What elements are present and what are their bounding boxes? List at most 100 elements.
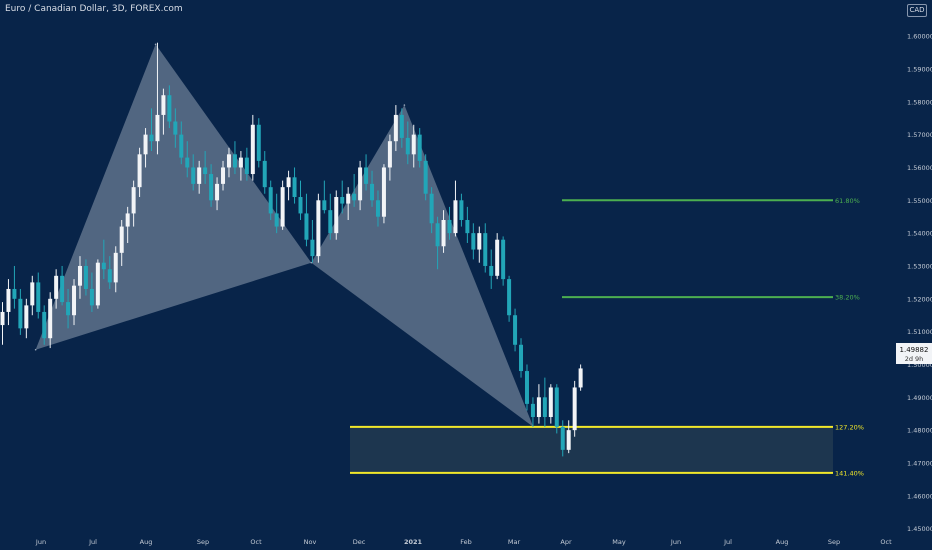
- prz-zone-fill: [350, 426, 833, 473]
- candle-body-37: [221, 167, 226, 184]
- candle-body-30: [179, 134, 184, 158]
- candle-body-10: [60, 275, 65, 303]
- price-tag-countdown: 2d 9h: [905, 355, 924, 363]
- time-label-0: Jun: [35, 538, 46, 546]
- candle-body-57: [340, 197, 345, 204]
- candle-body-80: [477, 233, 482, 250]
- candle-body-36: [215, 183, 220, 201]
- fib-label-0: 61.80%: [835, 197, 860, 205]
- candle-body-41: [244, 157, 249, 175]
- candle-body-28: [167, 95, 172, 122]
- candle-body-75: [447, 220, 452, 234]
- candle-body-23: [137, 154, 142, 188]
- candle-body-8: [48, 298, 53, 339]
- time-label-2: Aug: [140, 538, 153, 546]
- time-axis[interactable]: Jun Jul Aug Sep Oct Nov Dec 2021 Feb Mar Apr May Jun…: [35, 538, 892, 546]
- time-label-16: Oct: [880, 538, 892, 546]
- price-tick-15: 1.60000: [907, 33, 932, 41]
- time-label-1: Jul: [88, 538, 97, 546]
- price-tick-0: 1.45000: [907, 525, 932, 533]
- price-tick-1: 1.46000: [907, 492, 932, 500]
- pattern-point-1: [154, 43, 157, 46]
- fib-levels[interactable]: 61.80% 38.20% 127.20% 141.40%: [350, 197, 864, 478]
- price-tick-11: 1.56000: [907, 164, 932, 172]
- candle-body-48: [286, 177, 291, 188]
- candle-body-15: [89, 288, 94, 306]
- candle-body-56: [334, 197, 339, 234]
- candle-body-89: [530, 403, 535, 418]
- candle-body-71: [423, 160, 428, 194]
- time-label-5: Nov: [304, 538, 317, 546]
- price-tick-3: 1.48000: [907, 427, 932, 435]
- candle-body-16: [95, 262, 100, 306]
- fib-label-2: 127.20%: [835, 423, 864, 431]
- candle-body-78: [465, 220, 470, 234]
- price-tick-4: 1.49000: [907, 394, 932, 402]
- time-label-4: Oct: [250, 538, 262, 546]
- price-tick-6: 1.51000: [907, 328, 932, 336]
- time-label-11: May: [612, 538, 626, 546]
- price-tick-2: 1.47000: [907, 459, 932, 467]
- pattern-triangle-bcd: [311, 105, 534, 427]
- candle-body-86: [513, 315, 518, 345]
- candle-body-7: [42, 311, 47, 339]
- candle-body-62: [370, 183, 375, 201]
- candle-body-19: [113, 252, 118, 283]
- candle-body-24: [143, 134, 148, 155]
- price-tick-8: 1.53000: [907, 262, 932, 270]
- candles[interactable]: [0, 42, 583, 457]
- pattern-point-2: [310, 261, 313, 264]
- prz-zone[interactable]: [350, 426, 833, 473]
- candle-body-12: [72, 285, 77, 316]
- candle-body-38: [226, 154, 231, 168]
- candle-body-22: [131, 187, 136, 214]
- fib-label-3: 141.40%: [835, 469, 864, 477]
- candle-body-82: [489, 265, 494, 276]
- candle-body-26: [155, 114, 160, 142]
- candle-body-13: [77, 265, 82, 286]
- candle-body-81: [483, 233, 488, 266]
- candle-body-58: [346, 193, 351, 204]
- candle-body-0: [0, 311, 5, 326]
- candle-body-42: [250, 124, 255, 175]
- candle-body-39: [232, 154, 237, 168]
- candle-body-40: [238, 157, 243, 168]
- price-tag: 1.49882 2d 9h: [896, 343, 932, 364]
- pattern-point-3: [403, 104, 406, 106]
- candle-body-51: [304, 213, 309, 240]
- candle-body-72: [429, 193, 434, 224]
- candle-body-29: [173, 121, 178, 135]
- candle-body-87: [519, 344, 524, 372]
- candle-body-93: [554, 387, 559, 427]
- candle-body-68: [405, 137, 410, 155]
- pattern-triangle-xab: [35, 44, 312, 350]
- candle-body-18: [107, 269, 112, 283]
- candle-body-61: [364, 167, 369, 184]
- fib-label-1: 38.20%: [835, 294, 860, 302]
- candle-body-31: [185, 157, 190, 168]
- price-tick-7: 1.52000: [907, 295, 932, 303]
- price-tick-5: 1.50000: [907, 361, 932, 369]
- candle-body-47: [280, 187, 285, 227]
- candle-body-69: [411, 134, 416, 155]
- candle-body-44: [262, 160, 267, 188]
- time-label-6: Dec: [353, 538, 366, 546]
- candle-body-1: [6, 288, 11, 312]
- time-label-14: Aug: [776, 538, 789, 546]
- candle-body-54: [322, 200, 327, 211]
- candle-body-27: [161, 95, 166, 115]
- candle-body-85: [507, 279, 512, 316]
- candle-body-60: [358, 167, 363, 201]
- time-label-8: Feb: [460, 538, 472, 546]
- candle-body-90: [536, 397, 541, 418]
- candle-body-67: [399, 114, 404, 138]
- price-tick-13: 1.58000: [907, 98, 932, 106]
- currency-badge[interactable]: CAD: [907, 4, 927, 17]
- candle-body-49: [292, 177, 297, 198]
- candle-body-5: [30, 282, 35, 306]
- candle-body-34: [203, 167, 208, 175]
- time-label-13: Jul: [723, 538, 732, 546]
- price-axis[interactable]: 1.45000 1.46000 1.47000 1.48000 1.49000 1.500…: [907, 33, 932, 534]
